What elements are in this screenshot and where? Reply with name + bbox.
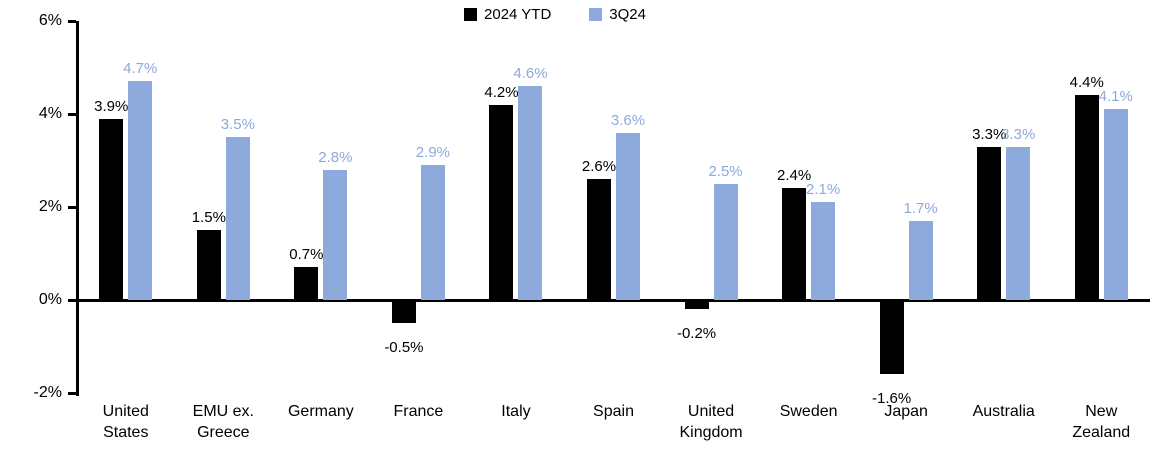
data-label-3q24-spain: 3.6%: [610, 111, 646, 129]
y-tick-mark: [68, 205, 76, 209]
bar-3q24-sweden[interactable]: [811, 202, 836, 300]
bar-2024-ytd-new-zealand[interactable]: [1074, 95, 1099, 300]
x-axis-label-australia: Australia: [972, 403, 1035, 420]
legend-swatch-3q24: [589, 8, 603, 21]
bar-3q24-united-states[interactable]: [128, 81, 153, 300]
data-label-3q24-sweden: 2.1%: [805, 181, 841, 199]
bar-2024-ytd-united-states[interactable]: [99, 118, 124, 300]
data-label-2024-ytd-sweden: 2.4%: [776, 167, 812, 185]
x-axis-label-united-states: United States: [102, 403, 149, 441]
plot-area: 3.9% 4.7% 1.5% 3.5% 0.7% 2.8% -0.5% 2.9% 4.2% 4.6…: [77, 21, 1150, 407]
bar-group-spain: 2.6% 3.6%: [565, 21, 663, 393]
data-label-2024-ytd-australia: 3.3%: [972, 125, 1007, 143]
bar-group-germany: 0.7% 2.8%: [272, 21, 370, 393]
bar-2024-ytd-sweden[interactable]: [782, 188, 807, 300]
bar-2024-ytd-japan[interactable]: [879, 300, 904, 375]
data-label-2024-ytd-japan: -1.6%: [872, 390, 912, 408]
bar-2024-ytd-australia[interactable]: [977, 146, 1002, 300]
legend-swatch-2024-ytd: [464, 8, 478, 21]
legend-label-2024-ytd: 2024 YTD: [484, 6, 552, 23]
data-label-2024-ytd-italy: 4.2%: [484, 83, 519, 101]
y-tick-label-6-: 6%: [38, 12, 62, 29]
x-axis-label-spain: Spain: [593, 403, 634, 420]
data-label-3q24-france: 2.9%: [415, 144, 451, 162]
bar-3q24-france[interactable]: [420, 165, 445, 300]
x-axis-label-japan: Japan: [884, 403, 928, 420]
data-label-2024-ytd-germany: 0.7%: [289, 246, 324, 264]
bar-group-united-states: 3.9% 4.7%: [77, 21, 175, 393]
data-label-3q24-emu-ex-greece: 3.5%: [220, 116, 255, 134]
bar-group-sweden: 2.4% 2.1%: [760, 21, 858, 393]
bar-3q24-germany[interactable]: [323, 169, 348, 300]
bar-group-united-kingdom: -0.2% 2.5%: [662, 21, 760, 393]
legend-label-3q24: 3Q24: [609, 6, 646, 23]
bar-3q24-united-kingdom[interactable]: [713, 183, 738, 300]
bar-2024-ytd-united-kingdom[interactable]: [684, 300, 709, 310]
legend-item-3q24[interactable]: 3Q24: [589, 6, 646, 23]
bar-group-france: -0.5% 2.9%: [370, 21, 468, 393]
bar-group-japan: -1.6% 1.7%: [857, 21, 955, 407]
y-tick-mark: [68, 391, 76, 395]
x-axis-label-italy: Italy: [501, 403, 531, 420]
legend-item-2024-ytd[interactable]: 2024 YTD: [464, 6, 551, 23]
y-tick-label-2-: 2%: [38, 198, 62, 215]
data-label-3q24-new-zealand: 4.1%: [1098, 88, 1133, 106]
data-label-2024-ytd-france: -0.5%: [384, 339, 424, 357]
bar-group-emu-ex-greece: 1.5% 3.5%: [175, 21, 273, 393]
y-tick-mark: [68, 298, 76, 302]
bar-2024-ytd-germany[interactable]: [294, 267, 319, 300]
y-tick-label--2-: -2%: [33, 384, 62, 401]
data-label-3q24-united-kingdom: 2.5%: [708, 162, 743, 180]
data-label-3q24-italy: 4.6%: [513, 65, 548, 83]
y-axis-line: [76, 21, 79, 396]
bar-3q24-japan[interactable]: [908, 220, 933, 300]
bar-3q24-emu-ex-greece[interactable]: [225, 137, 250, 300]
data-label-2024-ytd-united-states: 3.9%: [94, 97, 129, 115]
x-axis-labels: United States EMU ex. Greece Germany France…: [77, 401, 1150, 443]
data-label-3q24-japan: 1.7%: [903, 199, 938, 217]
bar-group-italy: 4.2% 4.6%: [467, 21, 565, 393]
chart-legend: 2024 YTD 3Q24: [0, 6, 1131, 23]
x-axis-label-sweden: Sweden: [779, 403, 838, 420]
y-tick-label-4-: 4%: [38, 105, 62, 122]
data-label-3q24-germany: 2.8%: [318, 148, 353, 166]
data-label-3q24-united-states: 4.7%: [123, 60, 158, 78]
x-axis-label-new-zealand: New Zealand: [1072, 403, 1131, 441]
bar-2024-ytd-italy[interactable]: [489, 104, 514, 300]
data-label-2024-ytd-emu-ex-greece: 1.5%: [191, 209, 226, 227]
x-axis-zero-line: [76, 298, 1150, 302]
data-label-2024-ytd-spain: 2.6%: [581, 158, 617, 176]
x-axis-label-france: France: [393, 403, 444, 420]
x-axis-label-emu-ex-greece: EMU ex. Greece: [192, 403, 254, 441]
data-label-3q24-australia: 3.3%: [1001, 125, 1036, 143]
bar-group-australia: 3.3% 3.3%: [955, 21, 1053, 393]
bar-3q24-italy[interactable]: [518, 86, 543, 300]
bar-3q24-spain[interactable]: [616, 132, 640, 300]
bar-3q24-new-zealand[interactable]: [1103, 109, 1128, 300]
data-label-2024-ytd-united-kingdom: -0.2%: [676, 325, 717, 343]
y-tick-label-0-: 0%: [38, 291, 62, 308]
x-axis-label-germany: Germany: [287, 403, 354, 420]
data-label-2024-ytd-new-zealand: 4.4%: [1069, 74, 1104, 92]
bar-3q24-australia[interactable]: [1006, 146, 1031, 300]
y-tick-mark: [68, 112, 76, 116]
bar-2024-ytd-spain[interactable]: [587, 179, 611, 300]
x-axis-label-united-kingdom: United Kingdom: [679, 403, 743, 441]
bar-2024-ytd-emu-ex-greece[interactable]: [196, 230, 221, 300]
y-tick-mark: [68, 19, 76, 23]
bar-2024-ytd-france[interactable]: [391, 300, 416, 324]
bar-group-new-zealand: 4.4% 4.1%: [1052, 21, 1150, 393]
